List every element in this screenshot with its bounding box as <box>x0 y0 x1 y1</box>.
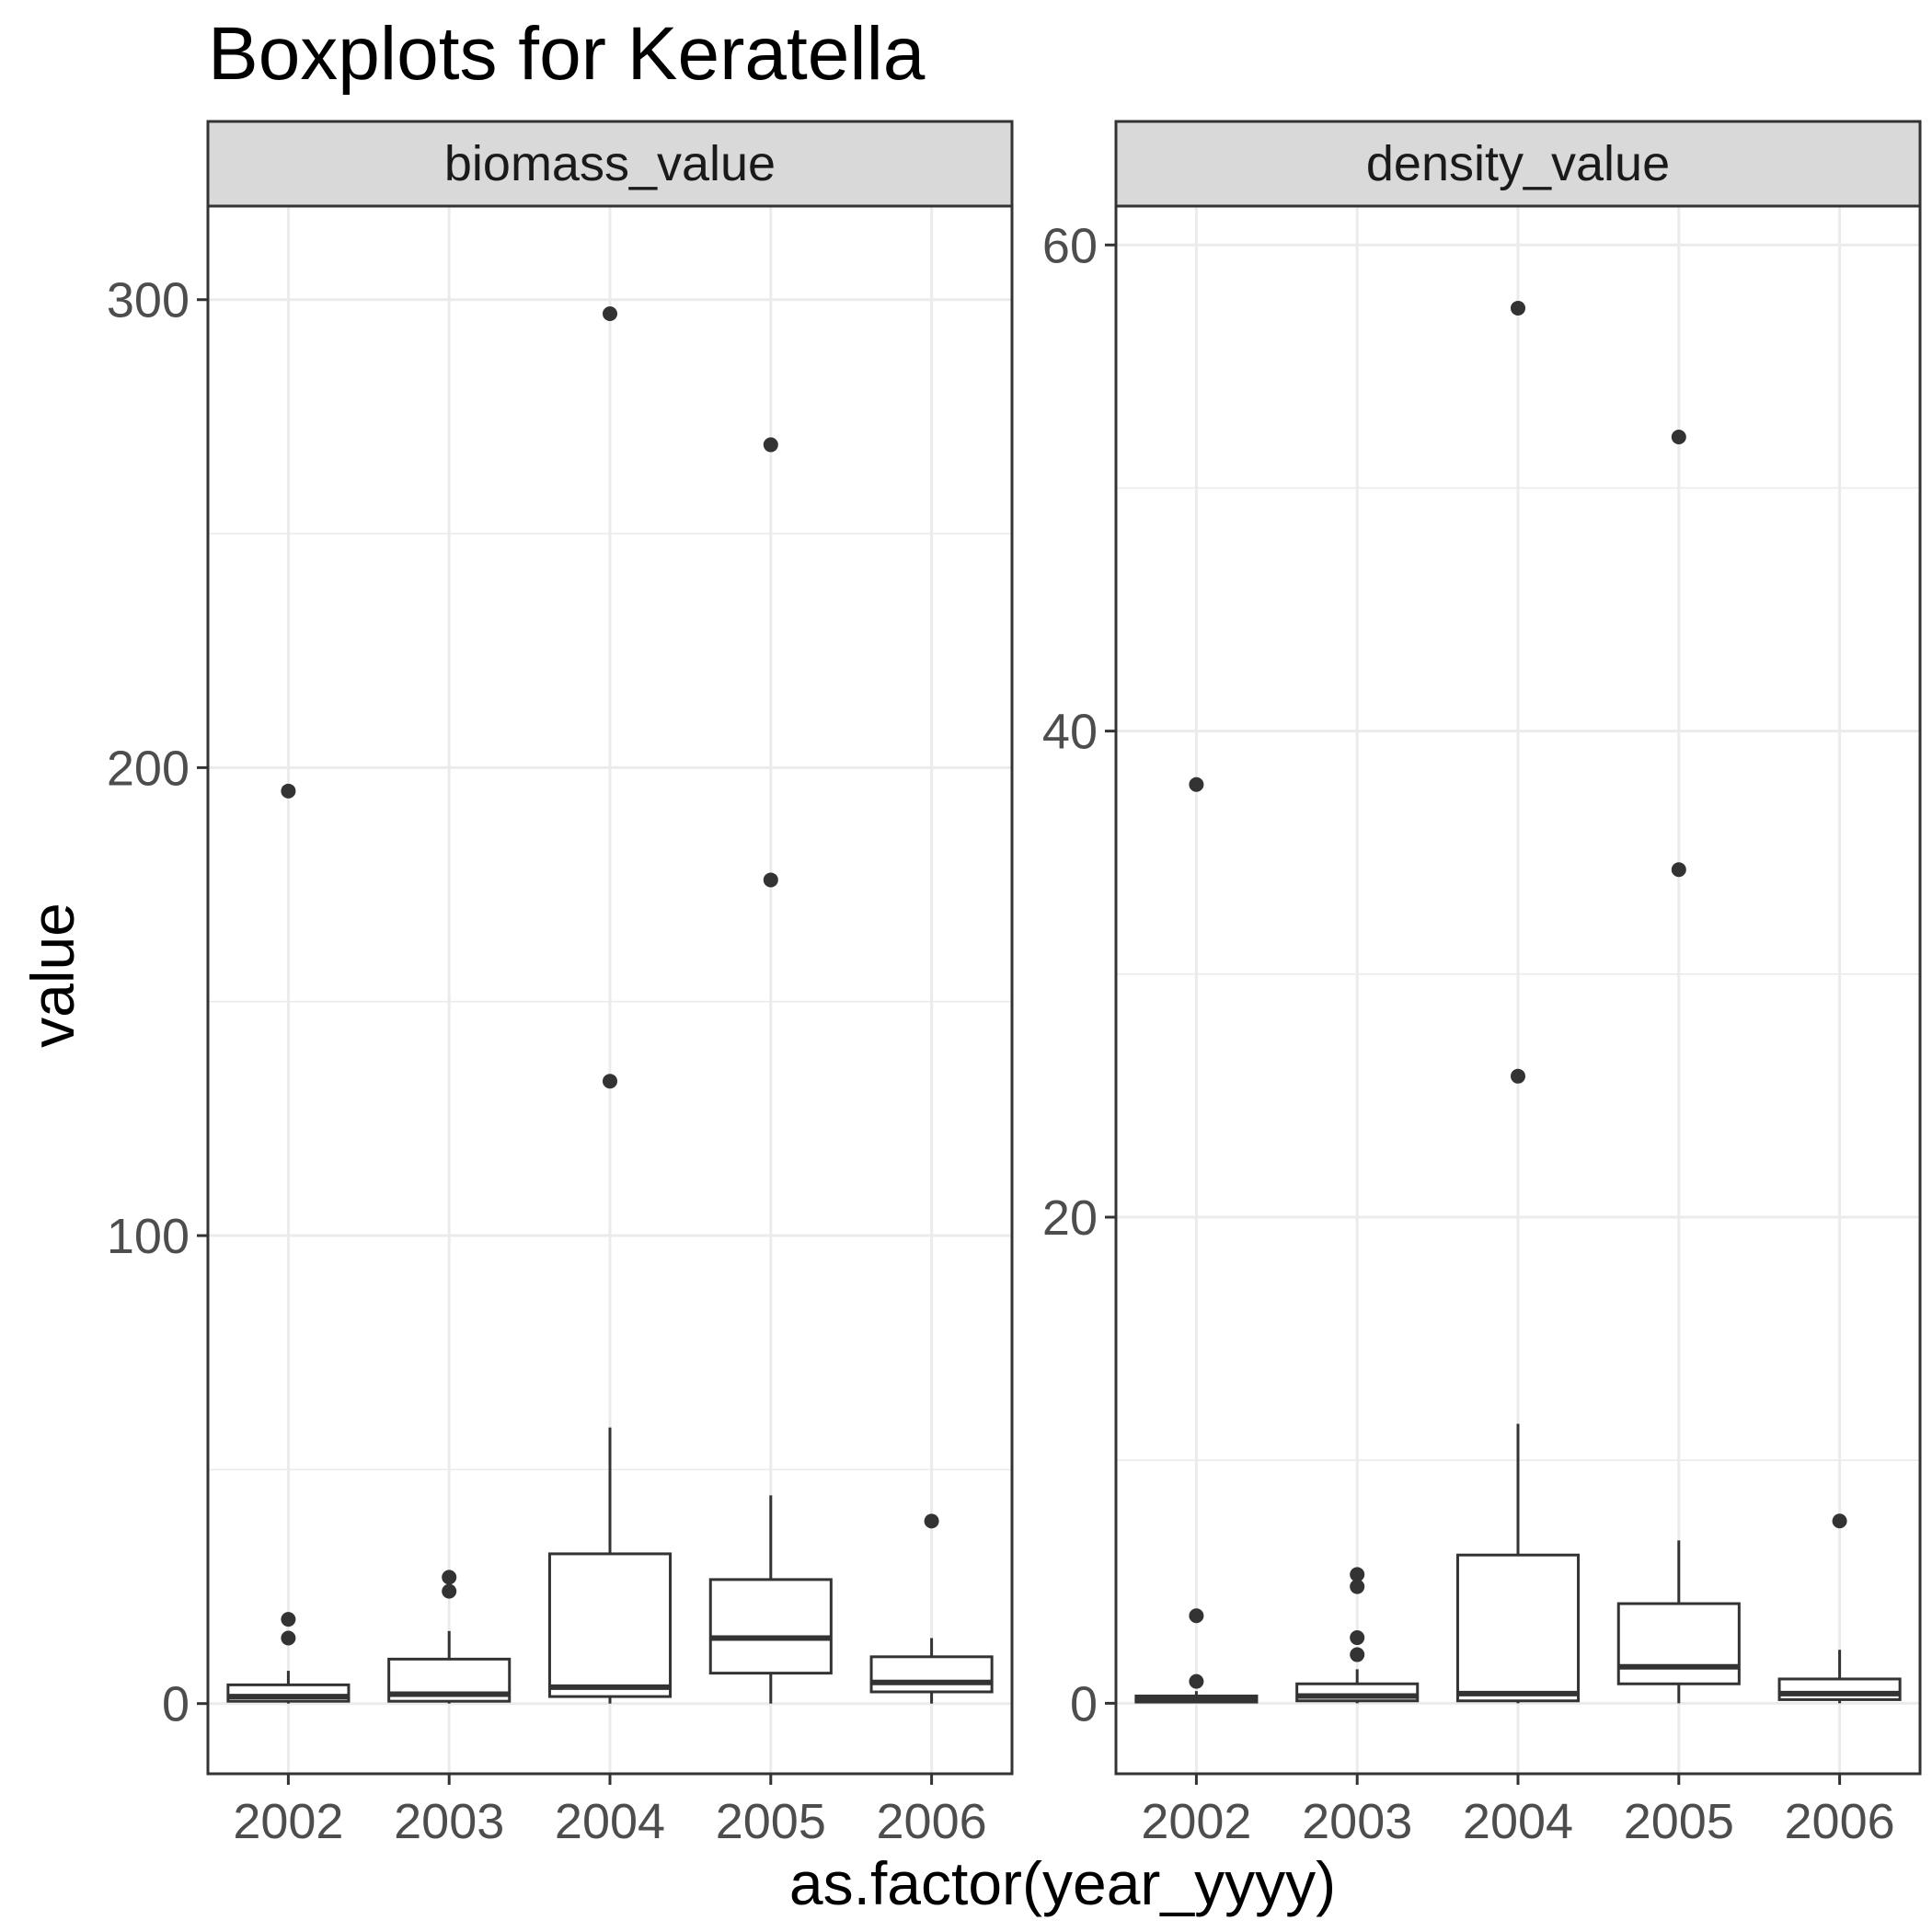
facet-strip-label: density_value <box>1366 136 1670 191</box>
box-2002 <box>1134 776 1259 1704</box>
panel-density-value: density_value 0 20 40 60 2002 2003 2004 2005 2006 <box>1042 120 1922 1849</box>
outlier-point <box>763 437 778 453</box>
box-iqr <box>1616 1602 1741 1685</box>
outlier-point <box>1189 1673 1204 1689</box>
outlier-point <box>442 1583 457 1599</box>
outlier-point <box>1350 1579 1365 1594</box>
outlier-point <box>603 305 617 321</box>
outlier-point <box>281 783 296 799</box>
outlier-point <box>1350 1647 1365 1662</box>
box-iqr <box>708 1578 833 1675</box>
box-2004 <box>547 305 673 1704</box>
y-tick-label: 100 <box>107 1209 190 1264</box>
box-2002 <box>226 783 351 1704</box>
y-axis-title: value <box>18 903 86 1048</box>
x-tick-label: 2002 <box>233 1794 343 1849</box>
box-iqr <box>547 1552 673 1698</box>
y-tick-label: 0 <box>162 1677 190 1732</box>
outlier-point <box>442 1570 457 1585</box>
outlier-point <box>1671 862 1686 878</box>
outlier-point <box>1189 776 1204 792</box>
outlier-point <box>1189 1608 1204 1624</box>
chart-title: Boxplots for Keratella <box>208 12 926 96</box>
box-iqr <box>1777 1677 1902 1701</box>
outlier-point <box>281 1612 296 1627</box>
outlier-point <box>1832 1513 1847 1529</box>
box-iqr <box>869 1655 994 1694</box>
box-2003 <box>1295 1567 1420 1704</box>
x-tick-label: 2003 <box>394 1794 504 1849</box>
y-tick-label: 300 <box>107 273 190 328</box>
x-tick-label: 2004 <box>1463 1794 1573 1849</box>
x-tick-label: 2004 <box>555 1794 665 1849</box>
x-tick-label: 2006 <box>1785 1794 1895 1849</box>
x-tick-label: 2005 <box>716 1794 826 1849</box>
facet-strip-label: biomass_value <box>444 136 776 191</box>
box-2004 <box>1455 300 1581 1704</box>
outlier-point <box>1350 1630 1365 1646</box>
y-tick-label: 200 <box>107 741 190 796</box>
outlier-point <box>1350 1567 1365 1582</box>
outlier-point <box>281 1630 296 1646</box>
y-tick-label: 60 <box>1042 218 1098 273</box>
x-tick-label: 2005 <box>1624 1794 1734 1849</box>
outlier-point <box>1671 429 1686 444</box>
box-2006 <box>1777 1513 1902 1704</box>
box-2003 <box>387 1570 512 1704</box>
outlier-point <box>924 1513 939 1529</box>
outlier-point <box>763 872 778 888</box>
y-tick-label: 0 <box>1070 1676 1098 1731</box>
y-tick-label: 40 <box>1042 705 1098 760</box>
x-axis-title: as.factor(year_yyyy) <box>789 1849 1336 1917</box>
outlier-point <box>603 1074 617 1089</box>
x-tick-label: 2006 <box>877 1794 987 1849</box>
box-2005 <box>708 437 833 1704</box>
panel-biomass-value: biomass_value 0 100 200 300 2002 2003 2004 2005 2… <box>107 120 1014 1849</box>
box-iqr <box>1455 1553 1581 1703</box>
y-tick-label: 20 <box>1042 1190 1098 1246</box>
x-tick-label: 2002 <box>1141 1794 1251 1849</box>
x-tick-label: 2003 <box>1302 1794 1412 1849</box>
box-2006 <box>869 1513 994 1704</box>
facet-strip <box>1114 120 1922 208</box>
outlier-point <box>1511 1068 1525 1084</box>
facet-strip <box>206 120 1014 208</box>
box-2005 <box>1616 429 1741 1704</box>
outlier-point <box>1511 300 1525 316</box>
